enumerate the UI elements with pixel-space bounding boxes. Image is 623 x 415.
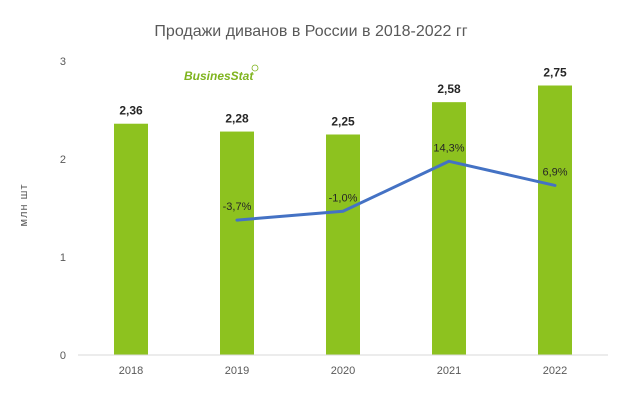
logo-mark xyxy=(251,64,259,72)
bar-series xyxy=(114,85,572,355)
chart-title: Продажи диванов в России в 2018-2022 гг xyxy=(154,23,467,40)
y-tick-label: 0 xyxy=(60,350,66,362)
bar-value-label: 2,25 xyxy=(331,115,355,129)
bar xyxy=(432,102,466,355)
growth-value-labels: -3,7% -1,0% 14,3% 6,9% xyxy=(223,142,568,213)
bar xyxy=(220,131,254,355)
bar xyxy=(538,85,572,355)
x-tick-label: 2019 xyxy=(225,365,249,377)
x-tick-label: 2021 xyxy=(437,365,461,377)
growth-value-label: -1,0% xyxy=(329,192,358,204)
bar-value-label: 2,58 xyxy=(437,82,461,96)
y-tick-label: 1 xyxy=(60,252,66,264)
bar xyxy=(114,123,148,355)
growth-line xyxy=(235,159,557,222)
growth-line-series xyxy=(235,159,557,222)
x-tick-label: 2020 xyxy=(331,365,355,377)
bar xyxy=(326,134,360,355)
bar-value-label: 2,28 xyxy=(225,112,249,126)
bar-value-label: 2,75 xyxy=(543,66,567,80)
y-axis-title: млн шт xyxy=(18,184,30,227)
bar-value-labels: 2,36 2,28 2,25 2,58 2,75 xyxy=(119,66,567,129)
y-axis: 0 1 2 3 xyxy=(60,56,66,362)
y-tick-label: 3 xyxy=(60,56,66,68)
growth-value-label: 14,3% xyxy=(433,142,464,154)
x-tick-label: 2022 xyxy=(543,365,567,377)
logo: BusinesStat xyxy=(184,64,259,83)
x-axis: 2018 2019 2020 2021 2022 xyxy=(78,354,608,377)
growth-value-label: 6,9% xyxy=(542,166,567,178)
bar-value-label: 2,36 xyxy=(119,104,143,118)
growth-value-label: -3,7% xyxy=(223,201,252,213)
logo-text: BusinesStat xyxy=(184,69,254,83)
x-tick-label: 2018 xyxy=(119,365,143,377)
y-tick-label: 2 xyxy=(60,154,66,166)
